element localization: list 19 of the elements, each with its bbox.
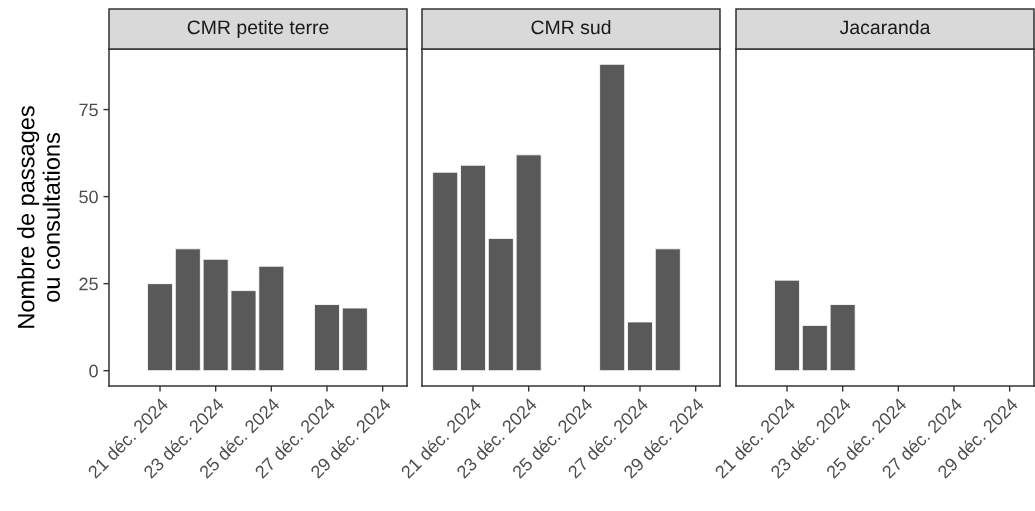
y-tick-label: 50 <box>79 190 98 204</box>
chart-title: CMR petite terre <box>187 19 329 39</box>
bar <box>314 304 340 372</box>
bar <box>654 248 681 372</box>
y-tick-label: 0 <box>89 364 98 378</box>
bar <box>432 171 459 372</box>
chart-title: CMR sud <box>531 19 611 35</box>
bar <box>174 248 201 372</box>
bar <box>460 164 486 372</box>
bar <box>341 307 368 372</box>
bar <box>515 154 542 372</box>
bar <box>487 237 514 372</box>
y-tick-label: 75 <box>79 103 98 117</box>
chart-title: Jacaranda <box>839 19 931 35</box>
bar <box>147 283 173 372</box>
y-tick-label: 25 <box>79 277 98 291</box>
bar <box>627 321 653 372</box>
y-axis-title: Nombre de passages ou consultations <box>17 106 60 328</box>
bar <box>599 63 626 372</box>
